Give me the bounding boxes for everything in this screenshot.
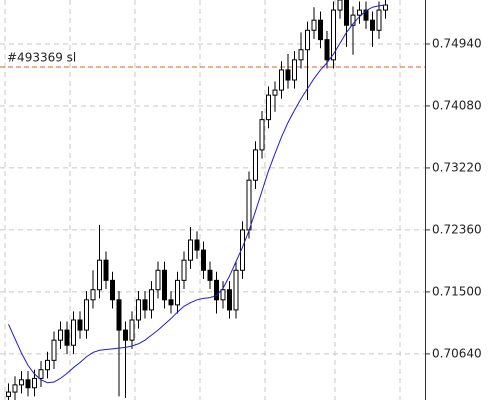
candle-body [337, 0, 343, 11]
candle-body [181, 259, 187, 281]
candle-body [51, 339, 57, 361]
candle-body [149, 289, 154, 311]
candle-body [84, 299, 89, 331]
candle-body [259, 119, 265, 151]
candle-body [344, 0, 349, 26]
candle-body [285, 69, 291, 81]
sl-label: #493369 sl [7, 51, 76, 65]
candle-body [103, 259, 109, 281]
candle-body [363, 9, 369, 21]
candle-body [12, 384, 18, 393]
y-tick-label: 0.74080 [432, 98, 482, 112]
candle-body [383, 4, 388, 11]
plot-area [0, 0, 425, 400]
candle-body [253, 149, 258, 181]
candle-body [240, 229, 245, 271]
candle-body [318, 19, 323, 41]
candle-body [266, 94, 271, 121]
candle-body [155, 269, 161, 291]
candle-body [162, 269, 167, 301]
candle-body [246, 179, 252, 231]
candle-body [279, 69, 284, 91]
candle-body [272, 89, 278, 96]
candle-body [233, 269, 239, 311]
candle-body [97, 259, 102, 291]
y-tick-label: 0.74940 [432, 36, 482, 50]
candle-body [19, 379, 24, 386]
candle-body [357, 9, 362, 16]
candle-body [331, 9, 336, 61]
candle-body [90, 289, 96, 301]
candle-body [201, 249, 206, 271]
candle-body [370, 19, 375, 31]
candle-body [77, 319, 83, 331]
candle-body [71, 319, 76, 346]
candle-body [324, 39, 330, 61]
candle-body [6, 391, 11, 397]
candle-body [116, 299, 122, 331]
moving-average [8, 4, 386, 384]
y-tick-label: 0.72360 [432, 222, 482, 236]
candle-body [38, 369, 44, 379]
y-tick-label: 0.73220 [432, 160, 482, 174]
candle-body [214, 279, 219, 301]
y-tick-label: 0.70640 [432, 346, 482, 360]
candle-body [298, 49, 304, 61]
candle-body [142, 299, 148, 311]
candle-body [305, 29, 310, 51]
candle-body [168, 299, 174, 306]
candle-body [32, 377, 37, 389]
candle-body [376, 9, 382, 31]
y-tick-label: 0.71500 [432, 284, 482, 298]
candle-body [58, 329, 63, 341]
candle-body [45, 359, 50, 371]
candle-body [220, 289, 226, 301]
candle-body [350, 14, 356, 26]
candle-body [129, 319, 135, 341]
candle-body [207, 269, 213, 281]
candle-body [110, 279, 115, 301]
candle-body [188, 239, 193, 261]
candle-body [227, 289, 232, 311]
candle-body [25, 379, 31, 389]
candle-body [136, 299, 141, 321]
candle-body [175, 279, 180, 306]
candle-body [123, 329, 128, 341]
candle-body [292, 59, 297, 81]
candle-body [64, 329, 70, 346]
candle-body [194, 239, 200, 251]
candle-body [311, 19, 317, 31]
